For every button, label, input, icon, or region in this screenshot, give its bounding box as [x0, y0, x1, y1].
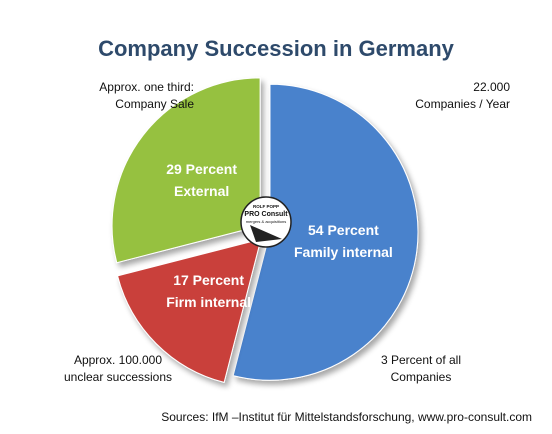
annotation-bottom-right: 3 Percent of all Companies	[336, 352, 506, 386]
annotation-bottom-left-line1: Approx. 100.000	[73, 353, 163, 367]
slice-label-external-value: 29 Percent	[166, 161, 237, 177]
slice-label-family-internal-value: 54 Percent	[308, 222, 379, 238]
annotation-bottom-right-line2: Companies	[390, 370, 452, 384]
annotation-top-left: Approx. one third: Company Sale	[44, 79, 194, 113]
annotation-top-left-line2: Company Sale	[115, 97, 194, 111]
pie-slice-firm-internal	[116, 238, 262, 384]
logo-emblem-icon	[250, 225, 282, 242]
logo-text-line2: PRO Consult	[244, 211, 288, 218]
annotation-top-right: 22.000 Companies / Year	[360, 79, 510, 113]
annotation-top-right-line1: 22.000	[473, 80, 510, 94]
source-note: Sources: IfM –Institut für Mittelstandsf…	[161, 410, 532, 424]
slice-label-external-name: External	[174, 183, 229, 199]
pie-slice-external	[111, 77, 261, 264]
slice-label-firm-internal-value: 17 Percent	[173, 272, 244, 288]
slice-label-family-internal-name: Family internal	[294, 244, 393, 260]
annotation-top-right-line2: Companies / Year	[415, 97, 510, 111]
annotation-bottom-left: Approx. 100.000 unclear successions	[28, 352, 208, 386]
logo-text-line1: ROLF POPP	[253, 204, 279, 209]
annotation-bottom-left-line2: unclear successions	[63, 370, 173, 384]
pie-slice-family-internal	[232, 83, 419, 381]
logo-text-line3: mergers & acquisitions	[246, 219, 286, 224]
annotation-top-left-line1: Approx. one third:	[99, 80, 194, 94]
annotation-bottom-right-line1: 3 Percent of all	[380, 353, 462, 367]
slice-label-firm-internal-name: Firm internal	[166, 294, 251, 310]
chart-title: Company Succession in Germany	[98, 36, 454, 61]
